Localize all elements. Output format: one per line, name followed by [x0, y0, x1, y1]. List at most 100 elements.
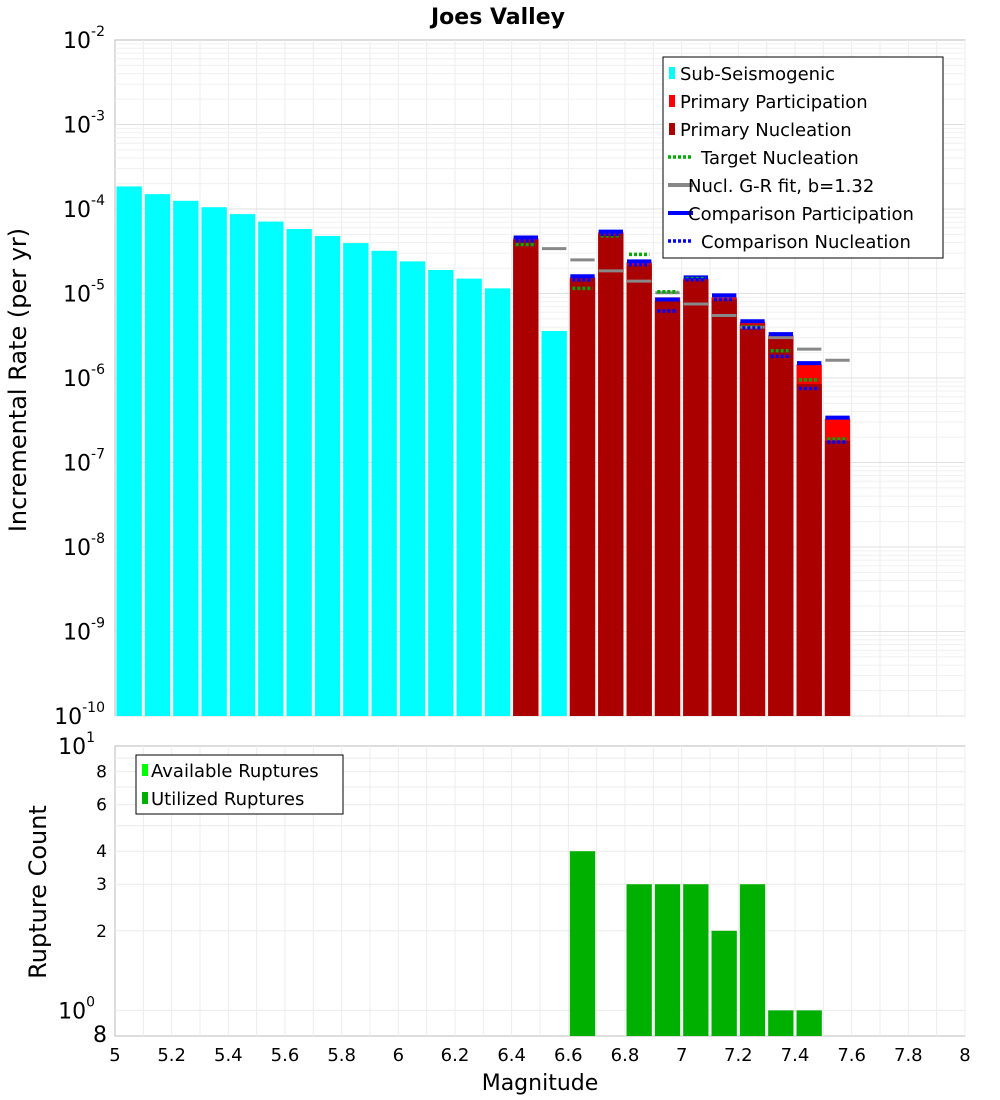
x-tick-label: 5.8	[327, 1045, 356, 1066]
bottom-y-tick-label: 6	[96, 796, 107, 816]
sub-seismogenic-bar	[399, 261, 426, 716]
x-tick-label: 7.8	[894, 1045, 923, 1066]
x-tick-label: 6.2	[441, 1045, 470, 1066]
x-tick-label: 5.4	[214, 1045, 243, 1066]
x-tick-label: 7.2	[724, 1045, 753, 1066]
top-y-tick-base: 10	[54, 705, 82, 730]
top-y-tick-label: 10-2	[63, 24, 105, 54]
top-legend-label: Target Nucleation	[700, 148, 859, 169]
sub-seismogenic-bar	[343, 243, 369, 717]
utilized-ruptures-bar	[626, 884, 652, 1036]
top-lines	[513, 229, 850, 444]
primary-nucleation-bar	[739, 324, 766, 716]
bottom-y-tick-base: 10	[58, 735, 86, 760]
sub-seismogenic-bar	[258, 221, 284, 716]
top-y-tick-exponent: -3	[91, 109, 105, 125]
x-ticks: 5 5.2 5.4 5.6 5.8 6 6.2 6.4 6.6 6.8 7 7.2 7.4 7.6 7.8 8	[109, 1045, 970, 1066]
utilized-ruptures-bar	[739, 884, 766, 1036]
top-y-tick-base: 10	[63, 536, 91, 561]
utilized-ruptures-bar	[654, 884, 681, 1036]
bottom-legend-label: Utilized Ruptures	[151, 789, 304, 810]
sub-seismogenic-bar	[201, 207, 227, 716]
top-y-tick-label: 10-4	[63, 193, 105, 223]
sub-seismogenic-bar	[314, 235, 341, 716]
top-y-tick-label: 10-3	[63, 109, 105, 139]
utilized-ruptures-bar	[683, 884, 709, 1036]
bottom-grid	[115, 746, 966, 1036]
top-y-tick-exponent: -10	[82, 700, 105, 716]
bottom-y-tick-label: 3	[96, 875, 107, 895]
x-tick-label: 5	[109, 1045, 120, 1066]
bottom-y-tick-label: 8	[96, 763, 107, 783]
primary-nucleation-bar	[711, 299, 737, 716]
top-bars	[116, 186, 851, 717]
primary-nucleation-bar	[796, 383, 822, 716]
top-y-tick-base: 10	[63, 283, 91, 308]
top-y-tick-label: 10-10	[54, 700, 105, 730]
top-y-tick-base: 10	[63, 367, 91, 392]
top-y-tick-exponent: -9	[91, 616, 105, 632]
x-tick-label: 7.4	[781, 1045, 810, 1066]
top-y-tick-exponent: -8	[91, 531, 105, 547]
bottom-y-tick-base: 10	[58, 999, 86, 1024]
sub-seismogenic-bar	[371, 250, 397, 716]
sub-seismogenic-bar	[116, 186, 142, 716]
top-y-tick-base: 10	[63, 452, 91, 477]
sub-seismogenic-bar	[484, 288, 511, 716]
utilized-ruptures-bar	[796, 1010, 822, 1036]
utilized-ruptures-bar	[711, 930, 737, 1036]
top-y-tick-exponent: -4	[91, 193, 105, 209]
top-legend-swatch	[669, 67, 675, 79]
top-y-tick-exponent: -2	[91, 24, 105, 40]
x-tick-label: 7.6	[837, 1045, 866, 1066]
x-tick-label: 6.8	[611, 1045, 640, 1066]
utilized-ruptures-bar	[569, 851, 596, 1036]
chart-title: Joes Valley	[429, 5, 565, 30]
top-legend-label: Primary Nucleation	[680, 120, 852, 141]
top-y-tick-base: 10	[63, 29, 91, 54]
bottom-y-tick-exponent: 0	[86, 994, 95, 1010]
bottom-y-tick-label: 8	[93, 1023, 107, 1048]
primary-nucleation-bar	[824, 440, 851, 716]
bottom-y-axis-label: Rupture Count	[24, 805, 52, 979]
top-legend: Sub-Seismogenic Primary Participation Prim…	[662, 56, 944, 259]
top-legend-swatch	[669, 95, 675, 107]
bottom-legend: Available Ruptures Utilized Ruptures	[135, 754, 344, 815]
top-y-tick-base: 10	[63, 198, 91, 223]
top-y-axis-label: Incremental Rate (per yr)	[4, 228, 32, 532]
primary-nucleation-bar	[683, 279, 709, 716]
x-tick-label: 8	[959, 1045, 970, 1066]
primary-nucleation-bar	[768, 338, 794, 716]
top-y-tick-base: 10	[63, 114, 91, 139]
bottom-bars	[569, 851, 822, 1036]
x-tick-label: 6	[393, 1045, 404, 1066]
top-legend-box	[662, 56, 944, 259]
primary-nucleation-bar	[569, 278, 596, 716]
bottom-y-tick-label: 2	[96, 922, 107, 942]
top-legend-label: Primary Participation	[680, 92, 868, 113]
bottom-y-tick-label: 101	[58, 730, 95, 760]
primary-nucleation-bar	[598, 233, 624, 716]
top-y-tick-base: 10	[63, 621, 91, 646]
top-y-tick-label: 10-6	[63, 362, 105, 392]
top-legend-label: Nucl. G-R fit, b=1.32	[688, 176, 874, 197]
top-y-tick-label: 10-7	[63, 447, 105, 477]
top-y-tick-exponent: -6	[91, 362, 105, 378]
bottom-y-tick-label: 4	[96, 842, 107, 862]
bottom-y-tick-exponent: 1	[86, 730, 95, 746]
x-tick-label: 5.2	[157, 1045, 186, 1066]
sub-seismogenic-bar	[541, 330, 567, 716]
sub-seismogenic-bar	[456, 278, 482, 716]
primary-nucleation-bar	[513, 239, 539, 716]
sub-seismogenic-bar	[144, 194, 171, 716]
top-y-tick-exponent: -5	[91, 278, 105, 294]
primary-nucleation-bar	[626, 264, 652, 716]
sub-seismogenic-bar	[173, 200, 199, 717]
top-y-tick-label: 10-8	[63, 531, 105, 561]
top-y-tick-label: 10-5	[63, 278, 105, 308]
top-y-tick-label: 10-9	[63, 616, 105, 646]
